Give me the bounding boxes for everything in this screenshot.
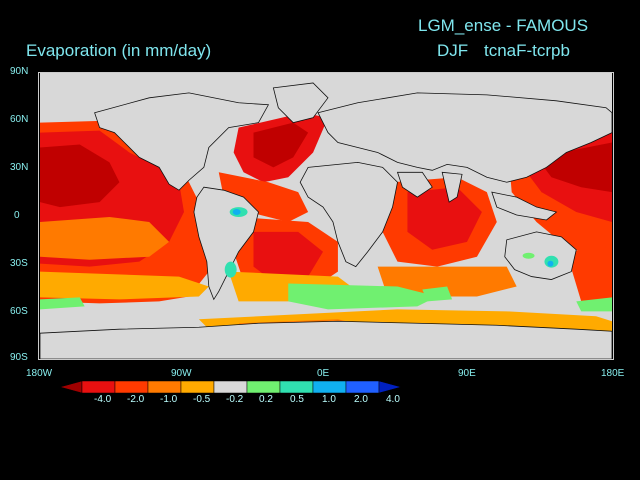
- positive-spots: [224, 207, 559, 278]
- colorbar-segment: [246, 380, 281, 394]
- colorbar-segment: [147, 380, 182, 394]
- colorbar-label: -2.0: [127, 394, 145, 405]
- lat-label: 90N: [10, 66, 29, 77]
- lat-label: 0: [14, 210, 20, 221]
- colorbar-label: 2.0: [354, 394, 368, 405]
- colorbar-segment: [378, 380, 402, 394]
- season-label: DJF: [437, 41, 469, 60]
- lon-label: 90E: [458, 368, 476, 379]
- colorbar-label: 4.0: [386, 394, 400, 405]
- colorbar-label: -4.0: [94, 394, 112, 405]
- lon-label: 180E: [601, 368, 625, 379]
- colorbar-segment: [312, 380, 347, 394]
- colorbar-segment: [60, 380, 83, 394]
- lon-label: 180W: [26, 368, 53, 379]
- experiment-label: tcnaF-tcrpb: [484, 41, 570, 60]
- evaporation-map: [38, 72, 614, 360]
- colorbar-segment: [180, 380, 215, 394]
- lat-label: 30S: [10, 258, 28, 269]
- variable-label: Evaporation (in mm/day): [26, 41, 212, 60]
- lon-label: 90W: [171, 368, 192, 379]
- lat-label: 30N: [10, 162, 29, 173]
- lat-label: 90S: [10, 352, 28, 363]
- colorbar-label: -1.0: [160, 394, 178, 405]
- colorbar-segment: [345, 380, 380, 394]
- continents: [39, 82, 613, 359]
- colorbar-segment: [279, 380, 314, 394]
- colorbar: [60, 380, 402, 394]
- map-title: LGM_ense - FAMOUS: [418, 16, 589, 35]
- colorbar-segments: [60, 380, 402, 394]
- colorbar-label: -0.5: [193, 394, 211, 405]
- colorbar-label: 0.5: [290, 394, 304, 405]
- colorbar-segment: [114, 380, 149, 394]
- colorbar-segment: [213, 380, 248, 394]
- colorbar-label: 1.0: [322, 394, 336, 405]
- colorbar-label: -0.2: [226, 394, 244, 405]
- colorbar-label: 0.2: [259, 394, 273, 405]
- lat-label: 60S: [10, 306, 28, 317]
- lon-label: 0E: [317, 368, 330, 379]
- colorbar-segment: [81, 380, 116, 394]
- lat-label: 60N: [10, 114, 29, 125]
